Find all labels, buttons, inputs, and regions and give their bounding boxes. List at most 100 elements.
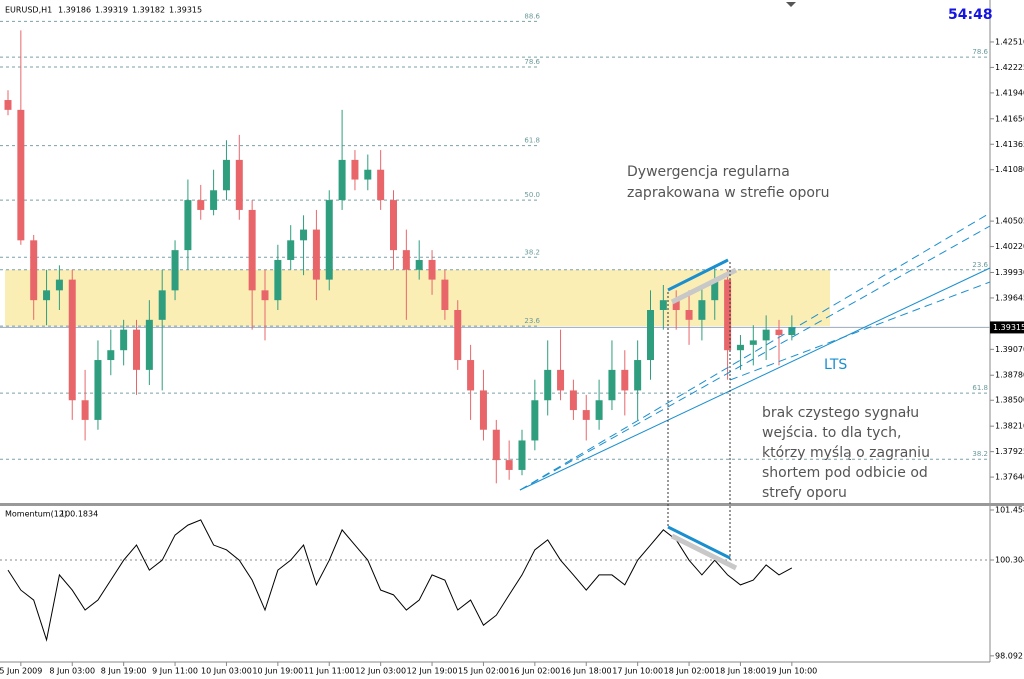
x-tick-label: 17 Jun 10:00 [612,667,663,676]
fib-label: 38.2 [972,450,988,458]
y-tick-label: 1.41940 [995,88,1024,97]
y-tick-label: 1.39645 [995,293,1024,302]
candle-body [557,369,565,391]
candle-body [608,369,616,401]
x-tick-label: 8 Jun 19:00 [101,667,147,676]
trendline [519,267,991,491]
candle-body [222,159,230,191]
candle-body [698,300,706,320]
candle-body [736,344,744,351]
header-value: 1.39319 [95,6,128,15]
symbol: EURUSD,H1 [5,6,52,15]
y-tick-label: 1.39070 [995,345,1024,354]
y-tick-label: 1.37640 [995,473,1024,482]
candle-body [402,250,410,270]
candle-body [531,400,539,441]
annotation: wejścia. to dla tych, [762,425,901,441]
candle-body [235,159,243,210]
candle-body [390,200,397,251]
candle-body [287,240,295,260]
candle-body [145,319,153,370]
candle-body [672,300,680,311]
marks [4,30,796,642]
resistance-zone [5,269,830,327]
candle-body [248,209,256,291]
candle-body [467,360,475,391]
candle-body [454,310,462,361]
candle-body [133,329,140,370]
candle-body [647,310,654,361]
x-tick-label: 9 Jun 11:00 [152,667,198,676]
indicator-name: Momentum(12) [5,510,67,519]
y2-tick-label: 100.3048 [995,555,1024,564]
fib-label: 23.6 [972,261,988,269]
candle-body [659,300,667,311]
annotation: LTS [824,357,847,373]
candle-body [312,229,320,280]
candle-body [30,240,38,301]
annotation: brak czystego sygnału [762,405,919,421]
x-tick-label: 11 Jun 11:00 [304,667,355,676]
trendline [729,281,991,381]
candle-body [351,159,359,180]
last-price-box [990,321,1024,334]
candle-body [595,400,603,420]
candle-body [120,329,128,351]
candle-body [300,229,308,241]
x-tick-label: 18 Jun 02:00 [664,667,715,676]
annotation: strefy oporu [762,485,847,501]
x-tick-label: 15 Jun 02:00 [458,667,509,676]
x-tick-label: 19 Jun 10:00 [766,667,817,676]
candle-body [43,290,51,301]
y-tick-label: 1.38780 [995,371,1024,380]
annotation: Dywergencja regularna [627,164,790,180]
candle-body [197,200,205,210]
candle-body [364,169,372,180]
candle-body [518,440,526,470]
fib-label: 23.6 [524,317,540,325]
y-tick-label: 1.40220 [995,242,1024,251]
candle-body [171,250,179,291]
shift-marker [786,2,796,7]
candle-body [711,279,719,301]
candle-body [158,290,166,320]
fib-label: 78.6 [524,58,540,66]
y-tick-label: 1.39930 [995,268,1024,277]
timer: 54:48 [948,7,993,23]
candle-body [261,290,269,301]
y2-tick-label: 101.4588 [995,505,1024,514]
candle-body [107,350,115,361]
candle-body [621,369,629,391]
candle-body [68,279,76,401]
y-tick-label: 1.41365 [995,140,1024,149]
header-value: 1.39182 [132,6,165,15]
y-tick-label: 1.40505 [995,217,1024,226]
candle-body [685,310,693,320]
candle-body [505,460,513,470]
y-tick-label: 1.41650 [995,114,1024,123]
candle-body [274,259,282,301]
x-tick-label: 10 Jun 03:00 [201,667,252,676]
y-tick-label: 1.38210 [995,422,1024,431]
candle-body [325,200,333,280]
momentum-line [7,519,793,642]
candle-body [94,360,102,420]
fib-label: 61.8 [524,137,540,145]
x-tick-label: 5 Jun 2009 [0,667,42,676]
candle-body [4,100,12,110]
candle-body [377,169,385,201]
panel-separator [0,503,1024,506]
fib-label: 50.0 [524,191,540,199]
x-tick-label: 18 Jun 18:00 [715,667,766,676]
x-tick-label: 10 Jun 19:00 [252,667,303,676]
fib-label: 78.6 [972,48,988,56]
last-price-label: 1.39315 [993,323,1024,332]
annotation: którzy myślą o zagraniu [762,445,930,461]
annotation: zaprakowana w strefie oporu [627,185,830,201]
candle-body [775,329,783,336]
candle-body [338,159,346,201]
candle-body [724,279,732,351]
header-value: 1.39186 [58,6,91,15]
